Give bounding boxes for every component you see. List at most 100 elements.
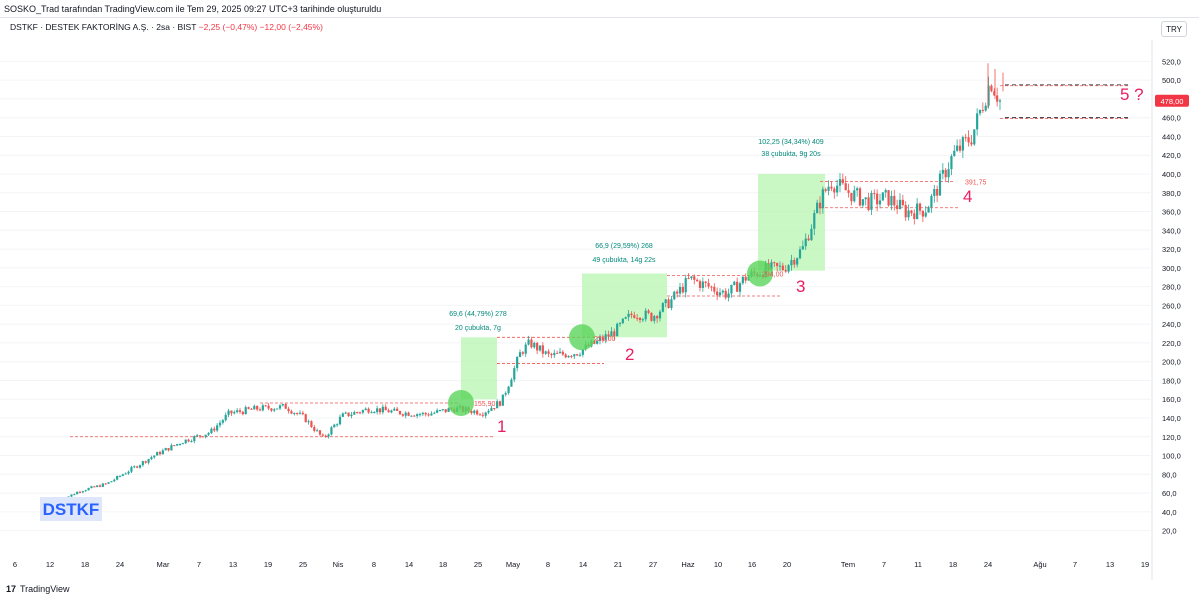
symbol-name[interactable]: DSTKF · DESTEK FAKTORİNG A.Ş. · 2sa · BI… <box>10 22 197 32</box>
candle-body <box>850 192 853 202</box>
candle-body <box>953 150 956 156</box>
candle-body <box>113 479 116 482</box>
y-tick-label: 340,0 <box>1162 226 1181 235</box>
candle-body <box>230 410 233 414</box>
candle-body <box>301 412 304 415</box>
level-price-label: 391,75 <box>965 180 987 187</box>
chart-area[interactable]: 520,0 500,0 4 80,0 460,0 440,0 420,0 400,0 380,0… <box>0 40 1199 580</box>
candle-body <box>278 405 282 409</box>
candle-body <box>416 414 419 417</box>
candle-body <box>101 483 104 487</box>
candle-body <box>90 486 93 489</box>
candle-body <box>353 412 356 415</box>
candle-body <box>158 452 162 455</box>
candle-body <box>873 193 876 195</box>
candle-body <box>830 186 833 189</box>
candle-body <box>898 199 902 210</box>
candle-body <box>473 410 476 414</box>
candle-body <box>944 169 947 178</box>
candle-body <box>670 299 673 309</box>
candle-body <box>673 291 676 300</box>
candle-body <box>436 410 439 413</box>
candle-body <box>730 284 733 294</box>
candle-body <box>373 412 376 414</box>
candle-body <box>958 145 962 151</box>
candle-body <box>187 439 190 442</box>
candle-body <box>87 488 90 491</box>
candle-body <box>638 317 642 321</box>
x-tick-label: 10 <box>714 560 722 569</box>
candle-body <box>930 195 933 208</box>
candle-body <box>633 315 636 318</box>
candle-body <box>204 434 207 437</box>
x-tick-label: 18 <box>439 560 447 569</box>
candle-body <box>724 290 727 298</box>
candle-body <box>913 213 916 219</box>
x-tick-label: 27 <box>649 560 657 569</box>
candle-body <box>421 412 424 415</box>
currency-button[interactable]: TRY <box>1161 21 1187 37</box>
candle-body <box>361 410 364 413</box>
candle-body <box>196 435 199 437</box>
candle-body <box>310 421 313 428</box>
candle-body <box>561 351 564 355</box>
candle-body <box>170 445 173 451</box>
wave-label: 1 <box>497 417 506 436</box>
current-price-value: 478,00 <box>1161 97 1184 106</box>
candle-body <box>376 408 379 413</box>
candle-body <box>950 155 953 170</box>
candle-body <box>364 408 367 411</box>
candle-body <box>133 466 136 468</box>
x-tick-label: 6 <box>13 560 17 569</box>
candle-body <box>298 412 302 414</box>
candle-body <box>641 319 644 321</box>
candle-body <box>596 340 599 344</box>
breakout-circle <box>448 389 474 416</box>
candle-body <box>978 109 982 114</box>
candle-body <box>190 441 193 443</box>
candle-body <box>516 357 519 369</box>
level-price-label: 294,00 <box>762 271 784 278</box>
x-tick-label: Tem <box>841 560 855 569</box>
candle-body <box>693 276 696 280</box>
candle-body <box>336 424 339 426</box>
candle-body <box>858 188 862 206</box>
candle-body <box>924 212 927 217</box>
candle-body <box>147 459 150 463</box>
y-tick-label: 420,0 <box>1162 151 1181 160</box>
candle-body <box>201 436 204 438</box>
candle-body <box>124 473 127 475</box>
tradingview-brand: TradingView <box>20 584 70 594</box>
candle-body <box>836 185 839 193</box>
candle-body <box>510 379 513 387</box>
candle-body <box>804 238 807 247</box>
candle-body <box>136 466 139 468</box>
candle-body <box>916 203 919 219</box>
candle-body <box>996 95 999 102</box>
candle-body <box>430 413 433 416</box>
candle-body <box>507 386 510 394</box>
candle-body <box>918 203 922 211</box>
candle-body <box>867 197 870 210</box>
candle-body <box>661 303 664 312</box>
candle-body <box>776 262 779 267</box>
y-tick-label: 520,0 <box>1162 57 1181 66</box>
x-tick-label: 24 <box>116 560 124 569</box>
candle-body <box>990 85 993 92</box>
candle-body <box>847 190 850 193</box>
candle-body <box>73 494 76 496</box>
candle-body <box>447 408 450 412</box>
y-tick-label: 160,0 <box>1162 395 1181 404</box>
candle-body <box>104 483 107 485</box>
candle-body <box>398 410 402 415</box>
x-tick-label: 7 <box>1073 560 1077 569</box>
candle-body <box>993 91 996 96</box>
wave-label: 4 <box>963 187 972 206</box>
candle-body <box>313 427 316 431</box>
candle-body <box>601 337 604 341</box>
y-tick-label: 20,0 <box>1162 527 1177 536</box>
x-tick-label: 13 <box>1106 560 1114 569</box>
candle-body <box>770 262 773 270</box>
x-tick-label: Ağu <box>1033 560 1046 569</box>
price-chart[interactable]: 520,0 500,0 4 80,0 460,0 440,0 420,0 400,0 380,0… <box>0 40 1199 580</box>
